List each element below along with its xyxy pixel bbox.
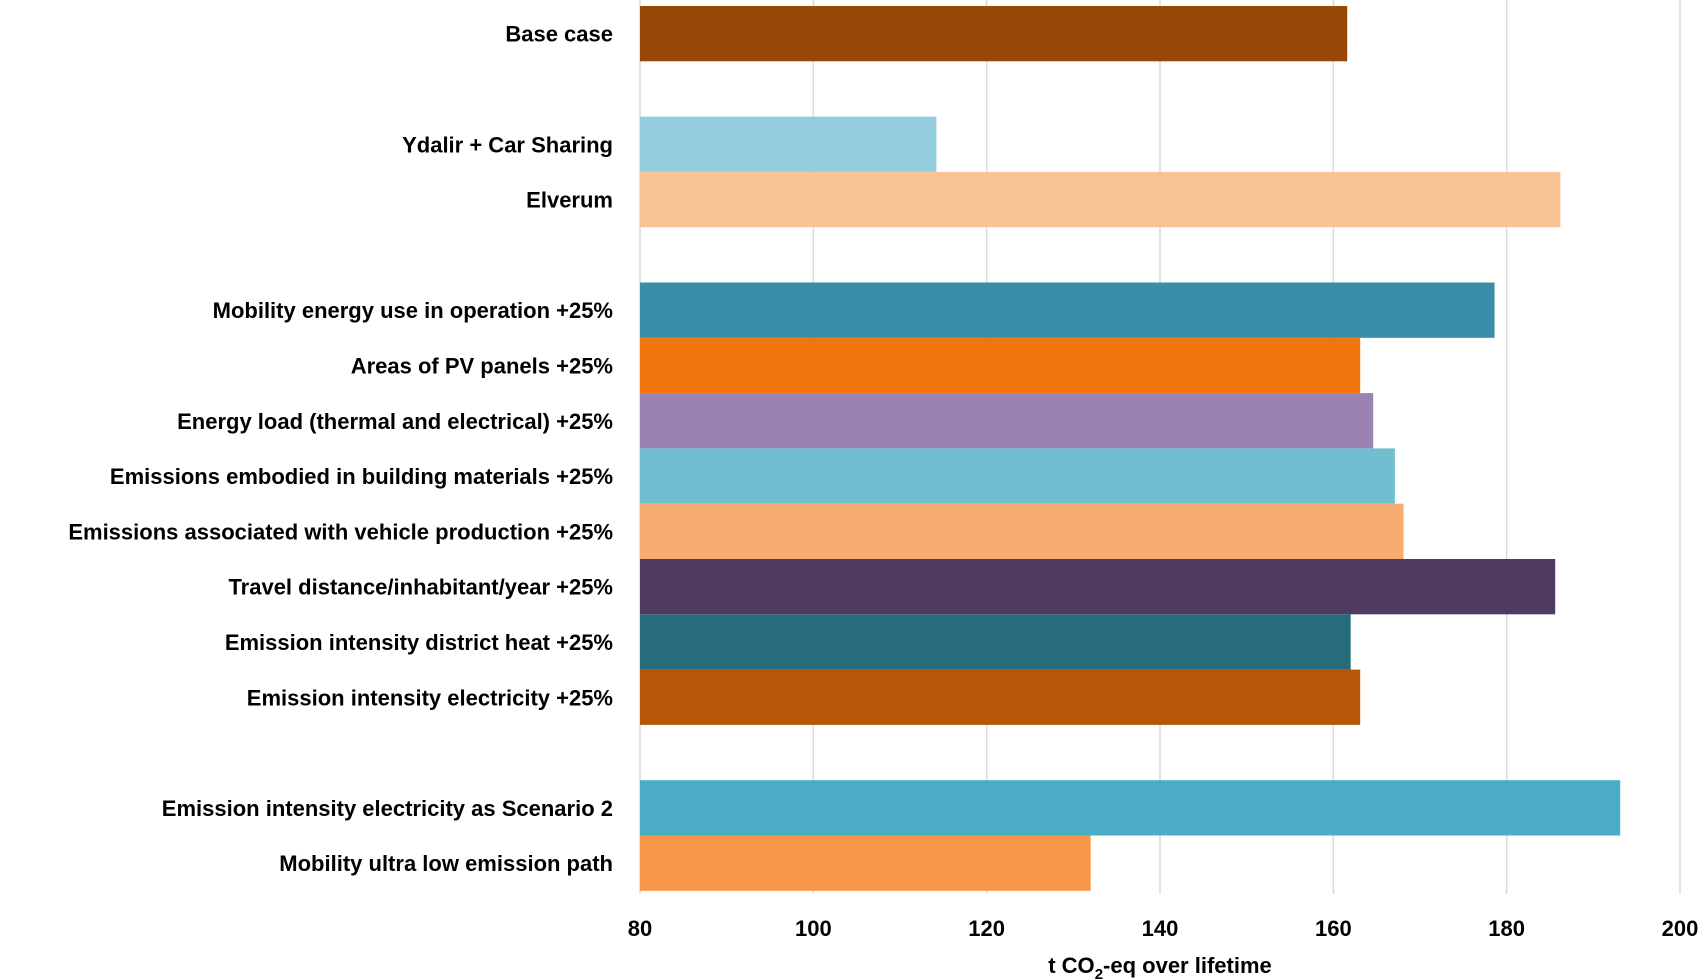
x-tick-label: 140 (1142, 916, 1179, 941)
bar-1 (640, 117, 936, 172)
bar-7 (640, 504, 1404, 559)
bar-9 (640, 614, 1351, 669)
x-axis-title-subscript: 2 (1095, 966, 1103, 980)
category-label: Ydalir + Car Sharing (402, 132, 613, 157)
bar-8 (640, 559, 1555, 614)
x-tick-label: 200 (1662, 916, 1699, 941)
x-axis-title-part-1: t CO (1048, 953, 1094, 978)
bar-3 (640, 283, 1495, 338)
category-labels: Base case Ydalir + Car Sharing Elverum Mobi… (68, 22, 613, 877)
x-axis-title-part-2: -eq over lifetime (1103, 953, 1272, 978)
bar-5 (640, 393, 1373, 448)
x-tick-label: 80 (628, 916, 652, 941)
category-label: Emission intensity district heat +25% (225, 630, 613, 655)
bar-11 (640, 780, 1620, 835)
category-label: Travel distance/inhabitant/year +25% (228, 575, 613, 600)
bars (640, 6, 1620, 891)
category-label: Areas of PV panels +25% (351, 353, 613, 378)
x-tick-label: 120 (968, 916, 1005, 941)
category-label: Emissions associated with vehicle produc… (68, 519, 613, 544)
x-axis-title: t CO2-eq over lifetime (1048, 953, 1272, 980)
category-label: Elverum (526, 188, 613, 213)
x-tick-label: 180 (1488, 916, 1525, 941)
category-label: Mobility energy use in operation +25% (213, 298, 613, 323)
category-label: Mobility ultra low emission path (279, 851, 613, 876)
x-tick-label: 160 (1315, 916, 1352, 941)
bar-4 (640, 338, 1360, 393)
category-label: Energy load (thermal and electrical) +25… (177, 409, 613, 434)
category-label: Emission intensity electricity +25% (247, 685, 613, 710)
bar-0 (640, 6, 1347, 61)
bar-6 (640, 448, 1395, 503)
x-tick-labels: 80 100 120 140 160 180 200 (628, 916, 1699, 941)
x-tick-label: 100 (795, 916, 832, 941)
bar-10 (640, 670, 1360, 725)
category-label: Emissions embodied in building materials… (110, 464, 613, 489)
bar-2 (640, 172, 1560, 227)
bar-12 (640, 836, 1091, 891)
category-label: Emission intensity electricity as Scenar… (162, 796, 613, 821)
category-label: Base case (505, 22, 613, 47)
